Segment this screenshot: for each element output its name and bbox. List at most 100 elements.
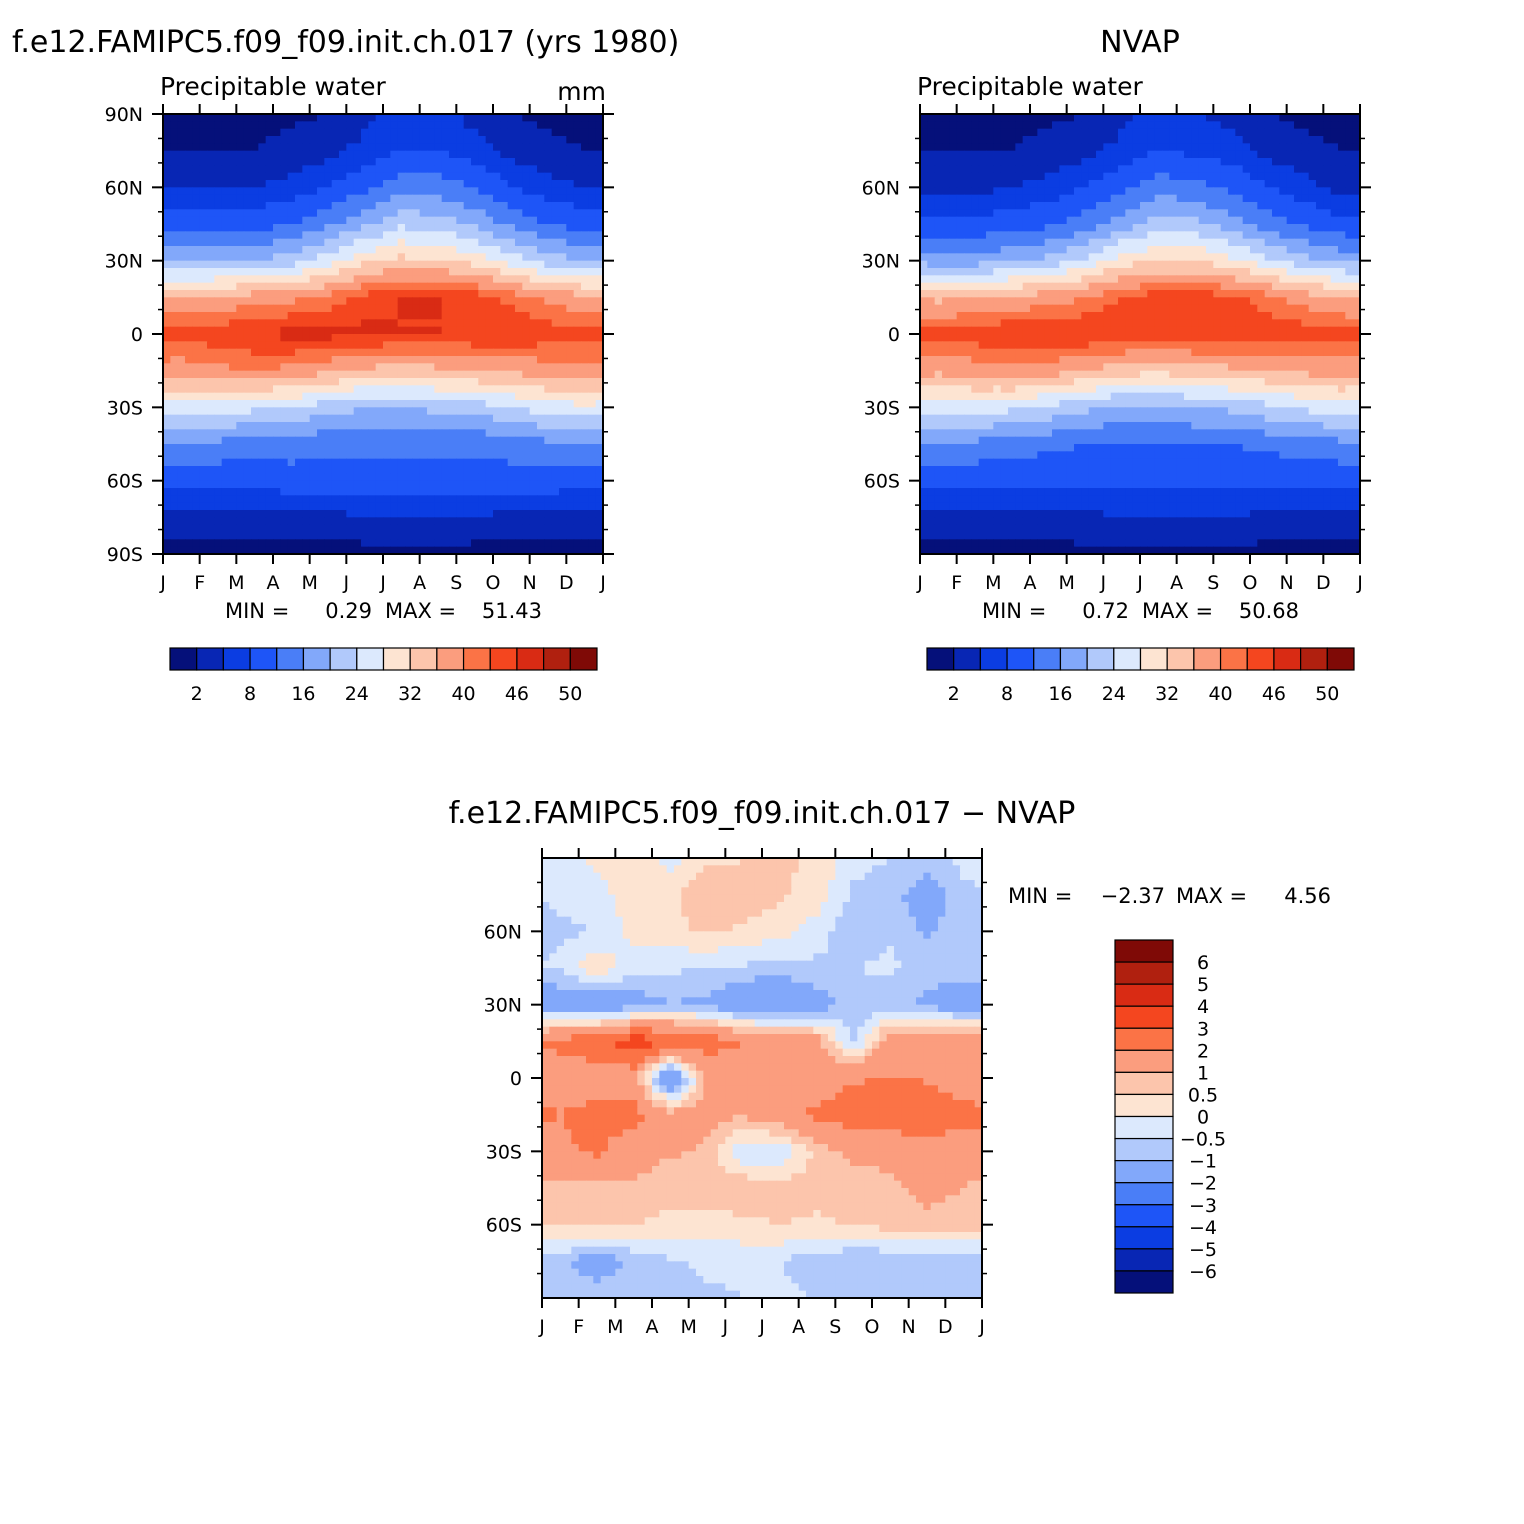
panel1-cell [339,165,347,174]
panel2-cell [956,216,965,225]
panel1-cell [273,495,281,504]
panel1-cell [287,224,296,232]
panel1-cell [405,216,413,225]
panel1-cell [537,150,545,159]
panel1-cell [522,136,531,144]
panel1-cell [324,246,333,254]
panel1-cell [324,304,333,313]
panel1-cell [280,194,289,203]
panel1-cell [163,495,171,504]
panel1-cell [485,187,494,196]
panel1-cell [507,341,516,350]
panel2-cell [1110,224,1119,232]
panel2-cell [1008,253,1016,262]
panel2-cell [1125,187,1134,196]
panel1-cell [485,238,494,247]
panel1-cell [339,275,347,284]
panel1-cell [522,282,531,291]
panel1-cell [537,444,545,452]
panel2-cell [1308,260,1317,269]
panel1-cell [529,312,538,320]
panel1-cell [419,363,428,372]
panel1-cell [280,304,289,313]
panel1-cell [507,128,516,137]
panel2-cell [1037,172,1046,181]
panel2-cell [1015,121,1024,130]
panel1-cell [207,488,215,496]
panel1-cell [185,451,193,460]
panel1-cell [573,444,582,452]
panel1-cell [309,436,318,445]
panel1-cell [500,319,509,328]
panel2-cell [1257,187,1266,196]
panel1-cell [346,334,355,342]
panel2-cell [1125,136,1134,144]
panel1-cell [221,297,230,306]
panel2-cell [1228,121,1236,130]
panel1-cell [324,510,333,518]
panel1-cell [361,341,369,350]
panel2-cell [1125,224,1134,232]
panel1-cell [463,202,472,210]
panel1-cell [192,524,201,533]
panel1-colorbar-label: 46 [505,683,529,705]
panel1-cell [566,546,575,555]
panel1-cell [515,510,523,518]
panel2-cell [1132,114,1141,122]
panel1-cell [471,231,479,240]
panel1-cell [419,238,428,247]
panel2-cell [1286,165,1295,174]
panel1-cell [566,400,575,408]
panel1-cell [595,143,604,152]
panel1-cell [463,422,472,430]
panel2-cell [956,150,965,159]
panel1-cell [419,436,428,445]
panel1-cell [236,253,245,262]
panel1-cell [383,121,391,130]
panel1-cell [221,290,230,298]
panel1-cell [485,451,494,460]
panel2-cell [1264,114,1273,122]
panel2-cell [1030,128,1038,137]
panel1-cell [207,539,215,548]
panel1-cell [544,466,553,474]
panel1-cell [419,297,428,306]
panel1-cell [229,187,237,196]
panel2-cell [1096,194,1104,203]
panel1-cell [309,458,318,467]
panel1-cell [229,370,237,379]
panel2-cell [1301,136,1310,144]
panel1-cell [566,539,575,548]
panel2-cell [986,121,994,130]
panel2-cell [1213,165,1222,174]
panel1-cell [551,480,560,489]
panel1-cell [375,378,384,386]
panel2-cell [1286,150,1295,159]
panel1-cell [456,466,465,474]
panel1-cell [551,495,560,504]
panel1-cell [456,150,465,159]
panel1-cell [273,128,281,137]
panel1-cell [551,312,560,320]
panel1-cell [485,290,494,298]
panel2-cell [1052,260,1060,269]
panel2-cell [978,187,987,196]
panel2-cell [1118,121,1126,130]
panel1-cell [478,348,487,357]
panel1-cell [236,216,245,225]
panel2-cell [1059,114,1068,122]
panel2-cell [934,121,943,130]
panel1-cell [221,334,230,342]
panel1-cell [449,143,457,152]
panel1-cell [207,180,215,188]
panel1-cell [529,275,538,284]
panel1-cell [566,187,575,196]
panel1-cell [419,334,428,342]
panel2-cell [1323,165,1332,174]
panel1-cell [214,282,223,291]
panel2-cell [1279,150,1288,159]
panel2-cell [1250,121,1258,130]
panel1-cell [273,356,281,364]
panel1-cell [251,385,259,394]
panel1-cell [236,466,245,474]
